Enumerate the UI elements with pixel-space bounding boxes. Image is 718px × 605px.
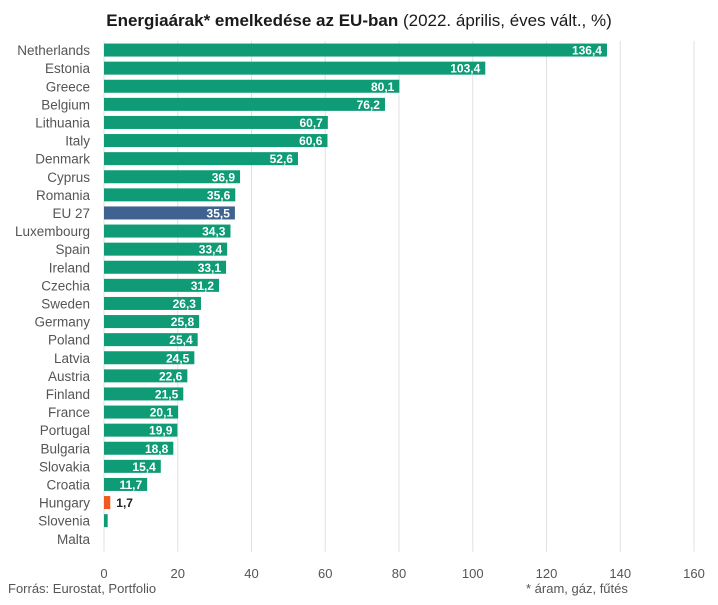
chart-title: Energiaárak* emelkedése az EU-ban (2022.… [0, 11, 718, 31]
value-label-finland: 21,5 [155, 387, 179, 401]
value-label-luxembourg: 34,3 [202, 225, 226, 239]
category-label-cyprus: Cyprus [47, 170, 90, 185]
value-label-latvia: 24,5 [166, 351, 190, 365]
value-label-italy: 60,6 [299, 134, 323, 148]
category-label-romania: Romania [36, 188, 91, 203]
category-label-latvia: Latvia [54, 351, 91, 366]
value-label-lithuania: 60,7 [299, 116, 323, 130]
value-label-slovakia: 15,4 [132, 460, 156, 474]
value-label-denmark: 52,6 [270, 152, 294, 166]
value-label-romania: 35,6 [207, 188, 231, 202]
bar-bulgaria [104, 441, 174, 455]
category-label-belgium: Belgium [41, 97, 90, 112]
bar-poland [104, 333, 198, 347]
value-label-czechia: 31,2 [191, 279, 215, 293]
category-label-sweden: Sweden [41, 296, 90, 311]
bar-portugal [104, 423, 178, 437]
bar-france [104, 405, 179, 419]
bar-belgium [104, 97, 385, 111]
category-label-finland: Finland [46, 387, 90, 402]
value-label-estonia: 103,4 [450, 62, 480, 76]
value-label-croatia: 11,7 [119, 478, 142, 492]
category-label-czechia: Czechia [41, 278, 90, 293]
bar-estonia [104, 61, 486, 75]
bar-lithuania [104, 115, 328, 129]
category-label-slovenia: Slovenia [38, 514, 90, 529]
category-label-france: France [48, 405, 90, 420]
category-label-malta: Malta [57, 532, 91, 547]
category-label-lithuania: Lithuania [35, 115, 90, 130]
category-label-bulgaria: Bulgaria [40, 441, 90, 456]
x-tick-label-20: 20 [171, 566, 185, 581]
value-label-netherlands: 136,4 [572, 44, 602, 58]
bar-cyprus [104, 170, 241, 184]
bar-austria [104, 369, 188, 383]
bar-eu-27 [104, 206, 235, 220]
footnote: * áram, gáz, fűtés [526, 581, 628, 596]
bar-spain [104, 242, 228, 256]
source-note: Forrás: Eurostat, Portfolio [8, 581, 157, 596]
x-tick-label-40: 40 [244, 566, 258, 581]
category-label-eu-27: EU 27 [52, 206, 90, 221]
value-label-sweden: 26,3 [173, 297, 197, 311]
value-label-portugal: 19,9 [149, 424, 173, 438]
category-label-poland: Poland [48, 333, 90, 348]
value-label-poland: 25,4 [169, 333, 193, 347]
chart-title-main: Energiaárak* emelkedése az EU-ban [106, 11, 399, 30]
value-label-germany: 25,8 [171, 315, 195, 329]
category-label-denmark: Denmark [35, 152, 90, 167]
bar-denmark [104, 152, 298, 166]
category-label-slovakia: Slovakia [39, 459, 91, 474]
x-tick-label-160: 160 [683, 566, 705, 581]
category-label-greece: Greece [46, 79, 90, 94]
category-label-estonia: Estonia [45, 61, 91, 76]
bar-netherlands [104, 43, 607, 57]
category-label-netherlands: Netherlands [17, 43, 90, 58]
bar-greece [104, 79, 400, 93]
category-label-germany: Germany [34, 315, 90, 330]
x-tick-label-60: 60 [318, 566, 332, 581]
value-label-spain: 33,4 [199, 243, 223, 257]
bar-croatia [104, 477, 148, 491]
bar-germany [104, 315, 200, 329]
bar-ireland [104, 260, 227, 274]
category-label-spain: Spain [55, 242, 90, 257]
category-label-luxembourg: Luxembourg [15, 224, 90, 239]
bar-luxembourg [104, 224, 231, 238]
bar-latvia [104, 351, 195, 365]
category-label-portugal: Portugal [40, 423, 90, 438]
category-label-ireland: Ireland [49, 260, 90, 275]
category-label-italy: Italy [65, 134, 90, 149]
value-label-eu-27: 35,5 [207, 206, 231, 220]
category-label-hungary: Hungary [39, 496, 90, 511]
value-label-bulgaria: 18,8 [145, 442, 169, 456]
value-label-france: 20,1 [150, 406, 174, 420]
x-tick-label-80: 80 [392, 566, 406, 581]
bar-hungary [104, 496, 111, 510]
value-label-austria: 22,6 [159, 369, 183, 383]
value-label-greece: 80,1 [371, 80, 395, 94]
value-label-belgium: 76,2 [357, 98, 381, 112]
bar-sweden [104, 296, 201, 310]
x-tick-label-0: 0 [100, 566, 107, 581]
bar-romania [104, 188, 236, 202]
bar-slovakia [104, 459, 161, 473]
bar-czechia [104, 278, 220, 292]
x-tick-label-120: 120 [536, 566, 558, 581]
bar-italy [104, 134, 328, 148]
x-tick-label-140: 140 [609, 566, 631, 581]
category-label-croatia: Croatia [46, 477, 90, 492]
chart-title-subtitle: (2022. április, éves vált., %) [402, 11, 612, 30]
value-label-hungary: 1,7 [116, 496, 133, 510]
x-tick-label-100: 100 [462, 566, 484, 581]
category-label-austria: Austria [48, 369, 91, 384]
value-label-cyprus: 36,9 [212, 170, 236, 184]
value-label-ireland: 33,1 [198, 261, 222, 275]
bar-slovenia [104, 514, 108, 528]
bar-finland [104, 387, 184, 401]
